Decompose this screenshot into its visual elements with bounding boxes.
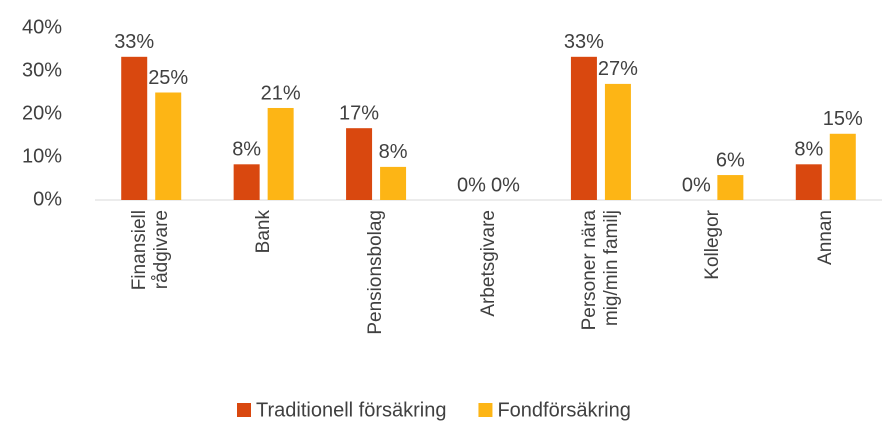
x-tick-label: Arbetsgivare xyxy=(464,210,514,350)
bar xyxy=(346,128,373,200)
legend-label: Traditionell försäkring xyxy=(256,399,446,421)
x-tick-text: Finansiell rådgivare xyxy=(129,210,173,291)
legend-swatch xyxy=(478,403,493,417)
bar xyxy=(795,164,822,200)
bar xyxy=(570,56,597,201)
bar xyxy=(233,164,260,200)
x-tick-text: Annan xyxy=(814,210,836,265)
data-label: 33% xyxy=(564,31,604,53)
data-label: 33% xyxy=(114,31,154,53)
y-tick-label: 20% xyxy=(22,102,62,124)
data-label: 15% xyxy=(823,108,863,130)
bar xyxy=(121,56,148,201)
data-label: 21% xyxy=(261,82,301,104)
y-tick-label: 30% xyxy=(22,59,62,81)
x-tick-text: Kollegor xyxy=(702,210,724,280)
legend-swatch xyxy=(237,403,251,417)
data-label: 27% xyxy=(598,58,638,80)
bar xyxy=(380,166,407,200)
x-tick-text: Arbetsgivare xyxy=(477,210,499,317)
data-label: 25% xyxy=(148,67,188,89)
data-label: 0% xyxy=(491,174,520,196)
data-label: 0% xyxy=(457,174,486,196)
x-tick-text: Bank xyxy=(252,210,274,254)
y-tick-label: 10% xyxy=(22,145,62,167)
x-tick-label: Bank xyxy=(239,210,289,350)
x-tick-label: Pensionsbolag xyxy=(351,210,401,350)
x-tick-label: Kollegor xyxy=(688,210,738,350)
data-label: 8% xyxy=(794,139,823,161)
x-tick-label: Personer nära mig/min familj xyxy=(576,210,626,350)
x-tick-label: Finansiell rådgivare xyxy=(126,210,176,350)
bar xyxy=(717,175,744,200)
y-tick-label: 40% xyxy=(22,16,62,38)
data-label: 6% xyxy=(716,149,745,171)
legend-label: Fondförsäkring xyxy=(497,399,630,421)
x-tick-text: Pensionsbolag xyxy=(365,210,387,335)
data-label: 17% xyxy=(339,102,379,124)
x-tick-text: Personer nära mig/min familj xyxy=(578,210,622,331)
bar xyxy=(829,133,856,200)
x-tick-label: Annan xyxy=(801,210,851,350)
y-tick-label: 0% xyxy=(33,188,62,210)
data-label: 0% xyxy=(682,174,711,196)
data-label: 8% xyxy=(232,139,261,161)
bar xyxy=(604,83,631,200)
data-label: 8% xyxy=(379,141,408,163)
bar xyxy=(155,92,182,200)
bar xyxy=(267,107,294,200)
